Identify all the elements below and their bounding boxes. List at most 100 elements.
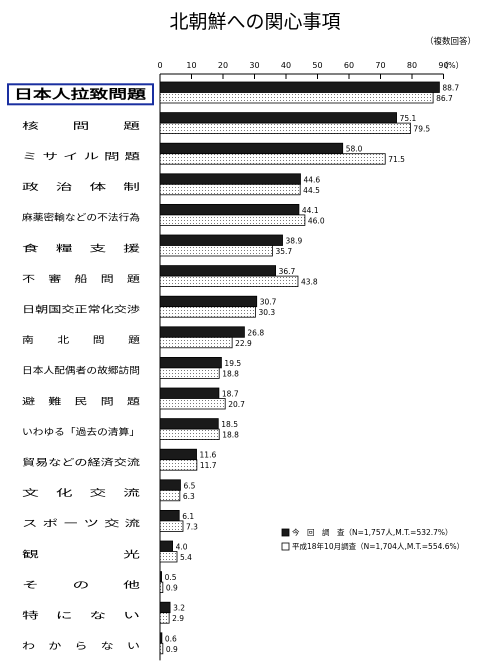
bar-current — [159, 265, 277, 277]
value-label: 46.0 — [308, 216, 325, 225]
bar-previous — [159, 306, 256, 318]
value-label: 22.9 — [235, 339, 252, 348]
bar-current — [159, 601, 171, 614]
category-label: 避 難 民 問 題 — [22, 395, 140, 407]
category-label: わ か ら な い — [22, 641, 140, 652]
bar-current — [159, 418, 219, 430]
bar-current — [159, 540, 173, 552]
value-label: 18.8 — [222, 369, 239, 378]
bar-current — [159, 448, 197, 461]
value-label: 88.7 — [442, 84, 459, 93]
bar-current — [159, 142, 344, 155]
bar-previous — [159, 183, 301, 196]
bar-current — [159, 479, 181, 491]
bars — [159, 81, 440, 655]
value-label: 0.5 — [165, 573, 177, 582]
legend-swatch — [281, 542, 290, 551]
bar-previous — [159, 245, 273, 257]
category-label: 南 北 問 題 — [22, 334, 140, 346]
value-label: 0.9 — [166, 645, 178, 654]
value-label: 2.9 — [172, 614, 184, 623]
category-label: 文 化 交 流 — [22, 487, 140, 499]
bar-previous — [159, 581, 164, 593]
value-label: 79.5 — [413, 125, 430, 134]
category-label: 核 問 題 — [22, 120, 140, 132]
category-label: いわゆる「過去の清算」 — [22, 426, 140, 438]
x-tick-label: 30 — [249, 61, 259, 70]
bar-current — [159, 326, 245, 338]
bar-current — [159, 173, 301, 185]
bar-previous — [159, 428, 220, 441]
category-label: 政 治 体 制 — [22, 181, 140, 193]
legend: 今 回 調 査（N=1,757人,M.T.=532.7%） 平成18年10月調査（… — [281, 527, 464, 551]
bar-previous — [159, 92, 434, 104]
x-tick-label: 10 — [186, 61, 196, 70]
x-tick-label: 70 — [375, 61, 385, 70]
category-label: 麻薬密輸などの不法行為 — [22, 212, 140, 224]
bar-current — [159, 81, 440, 93]
value-label: 36.7 — [279, 267, 296, 276]
bar-current — [159, 509, 180, 522]
bar-current — [159, 356, 222, 369]
category-label: 貿易などの経済交流 — [22, 457, 140, 469]
category-label: そ の 他 — [22, 579, 140, 591]
bar-previous — [159, 398, 226, 410]
value-label: 58.0 — [346, 145, 363, 154]
highlight-box — [7, 83, 154, 106]
value-label: 43.8 — [301, 278, 318, 287]
category-label: 不 審 船 問 題 — [22, 273, 140, 285]
value-labels: 88.786.7 75.1 79.5 58.0 71.5 44.6 44.5 44.146.0… — [165, 84, 460, 654]
category-label: 日本人拉致問題 — [14, 86, 147, 101]
value-label: 4.0 — [176, 543, 188, 552]
value-label: 3.2 — [173, 604, 185, 613]
category-label: ミ サ イ ル 問 題 — [22, 152, 140, 163]
value-label: 71.5 — [388, 155, 405, 164]
value-label: 18.7 — [222, 390, 239, 399]
value-label: 18.5 — [221, 420, 238, 429]
legend-label: 平成18年10月調査（N=1,704人,M.T.=554.6%） — [292, 541, 464, 551]
bar-current — [159, 234, 283, 246]
category-label: 食 糧 支 援 — [22, 242, 140, 254]
value-label: 30.7 — [260, 298, 277, 307]
bar-previous — [159, 275, 299, 288]
chart-subtitle: （複数回答） — [425, 36, 476, 47]
value-label: 7.3 — [186, 522, 198, 531]
value-label: 11.7 — [200, 461, 217, 470]
value-label: 30.3 — [258, 308, 275, 317]
x-tick-label: 90 — [438, 61, 448, 70]
category-label: 日本人配偶者の故郷訪問 — [22, 365, 140, 377]
bar-previous — [159, 612, 170, 624]
bar-previous — [159, 489, 181, 502]
category-label: 特 に な い — [22, 610, 140, 622]
bar-current — [159, 203, 300, 216]
category-label: 観 光 — [22, 548, 140, 560]
value-label: 20.7 — [228, 400, 245, 409]
value-label: 19.5 — [224, 359, 241, 368]
x-tick-label: 40 — [281, 61, 291, 70]
bar-previous — [159, 459, 198, 471]
category-label: 日朝国交正常化交渉 — [22, 304, 140, 316]
bar-current — [159, 295, 258, 308]
x-tick-label: 20 — [218, 61, 228, 70]
bar-previous — [159, 153, 386, 165]
value-label: 44.5 — [303, 186, 320, 195]
value-label: 18.8 — [222, 431, 239, 440]
value-label: 75.1 — [400, 114, 417, 123]
value-label: 44.1 — [302, 206, 319, 215]
value-label: 26.8 — [247, 328, 264, 337]
legend-swatch — [281, 528, 290, 537]
bar-current — [159, 571, 162, 583]
legend-label: 今 回 調 査（N=1,757人,M.T.=532.7%） — [292, 527, 453, 537]
x-axis-ticks: 0 10 20 30 40 50 60 70 80 90 — [157, 61, 449, 79]
x-tick-label: 0 — [157, 61, 162, 70]
bar-previous — [159, 122, 411, 134]
bar-current — [159, 387, 220, 399]
value-label: 6.1 — [182, 512, 194, 521]
x-axis-unit: （%） — [440, 61, 464, 70]
x-tick-label: 60 — [344, 61, 354, 70]
value-label: 6.5 — [183, 481, 195, 490]
bar-previous — [159, 214, 306, 226]
value-label: 44.6 — [303, 175, 320, 184]
